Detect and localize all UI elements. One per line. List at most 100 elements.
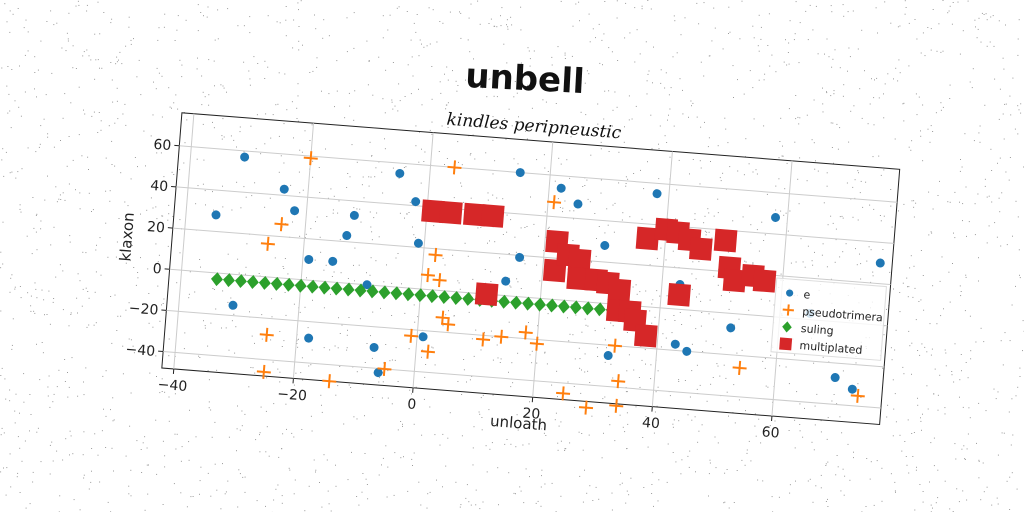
pseudotrimera-point xyxy=(259,327,274,342)
e-point xyxy=(875,258,885,268)
plot-area xyxy=(161,112,901,426)
e-point xyxy=(830,373,840,383)
multiplated-point xyxy=(752,269,777,293)
y-tick-label: −20 xyxy=(128,300,159,318)
e-point xyxy=(304,254,314,264)
pseudotrimera-point xyxy=(546,195,562,210)
multiplated-point xyxy=(463,202,487,227)
x-tick-label: 0 xyxy=(407,396,417,413)
suling-point xyxy=(234,274,247,289)
e-point xyxy=(603,351,613,361)
suling-point xyxy=(318,280,331,295)
pseudotrimera-point xyxy=(518,325,533,340)
suling-point xyxy=(462,291,475,306)
multiplated-point xyxy=(689,237,713,261)
legend-marker-e xyxy=(786,289,794,297)
series-multiplated xyxy=(421,199,777,348)
data-marks xyxy=(210,151,885,415)
multiplated-point xyxy=(607,278,632,302)
e-point xyxy=(515,168,525,178)
multiplated-point xyxy=(421,199,445,224)
pseudotrimera-point xyxy=(447,160,462,175)
pseudotrimera-point xyxy=(274,217,289,232)
pseudotrimera-point xyxy=(441,317,456,332)
y-gridline xyxy=(176,186,894,244)
e-point xyxy=(240,152,250,162)
pseudotrimera-point xyxy=(732,360,747,375)
suling-point xyxy=(522,296,534,311)
e-point xyxy=(411,197,421,207)
suling-point xyxy=(294,278,307,293)
pseudotrimera-point xyxy=(578,400,594,415)
e-point xyxy=(304,333,314,343)
suling-point xyxy=(342,282,355,297)
x-gridline xyxy=(292,123,315,379)
multiplated-point xyxy=(480,204,505,228)
pseudotrimera-point xyxy=(432,273,447,288)
e-point xyxy=(515,252,525,262)
e-point xyxy=(290,206,300,216)
suling-point xyxy=(282,277,295,292)
e-point xyxy=(395,168,405,178)
multiplated-point xyxy=(474,282,499,307)
x-axis-label: unloath xyxy=(490,412,548,434)
pseudotrimera-point xyxy=(420,268,435,283)
pseudotrimera-point xyxy=(377,361,392,377)
multiplated-point xyxy=(566,266,590,291)
e-point xyxy=(211,210,221,220)
pseudotrimera-point xyxy=(556,386,571,401)
e-point xyxy=(328,256,338,266)
y-tick-label: 60 xyxy=(153,137,172,154)
x-gridline xyxy=(412,132,434,388)
e-point xyxy=(652,189,662,199)
e-point xyxy=(600,240,610,250)
y-tick-label: 20 xyxy=(146,219,165,236)
suling-point xyxy=(581,301,594,316)
e-point xyxy=(670,339,680,349)
x-tick-label: −20 xyxy=(277,386,308,404)
x-tick-label: 40 xyxy=(641,415,660,432)
pseudotrimera-point xyxy=(260,236,275,251)
pseudotrimera-point xyxy=(322,374,337,389)
pseudotrimera-point xyxy=(476,332,491,347)
suling-point xyxy=(246,275,259,289)
multiplated-point xyxy=(439,200,463,225)
e-point xyxy=(847,384,857,394)
e-point xyxy=(726,323,736,333)
suling-point xyxy=(366,284,379,299)
x-gridline xyxy=(532,141,554,398)
x-gridline xyxy=(173,113,195,369)
legend-label-pseudotrimera: pseudotrimera xyxy=(802,305,884,324)
pseudotrimera-point xyxy=(428,247,443,263)
suling-point xyxy=(258,275,271,290)
e-point xyxy=(228,300,238,310)
e-point xyxy=(556,183,566,193)
e-point xyxy=(279,184,289,194)
multiplated-point xyxy=(567,248,592,272)
grid-lines xyxy=(163,113,898,417)
pseudotrimera-point xyxy=(494,329,509,344)
multiplated-point xyxy=(713,228,738,253)
suling-point xyxy=(330,281,343,296)
x-gridline xyxy=(651,151,673,407)
suling-point xyxy=(545,298,558,313)
chart-suptitle: unbell xyxy=(464,56,585,102)
suling-point xyxy=(569,300,582,315)
e-point xyxy=(573,199,583,209)
suling-point xyxy=(450,291,463,305)
suling-point xyxy=(426,289,439,304)
suling-point xyxy=(557,299,570,314)
series-pseudotrimera xyxy=(256,151,865,415)
legend-label-e: e xyxy=(803,288,811,302)
suling-point xyxy=(390,286,403,301)
legend-marker-suling xyxy=(782,321,792,333)
suling-point xyxy=(354,283,367,298)
suling-point xyxy=(510,295,523,310)
y-gridline xyxy=(172,227,891,286)
e-point xyxy=(349,210,359,220)
suling-point xyxy=(210,272,223,287)
pseudotrimera-point xyxy=(420,344,435,359)
chart-title: kindles peripneustic xyxy=(446,110,623,144)
